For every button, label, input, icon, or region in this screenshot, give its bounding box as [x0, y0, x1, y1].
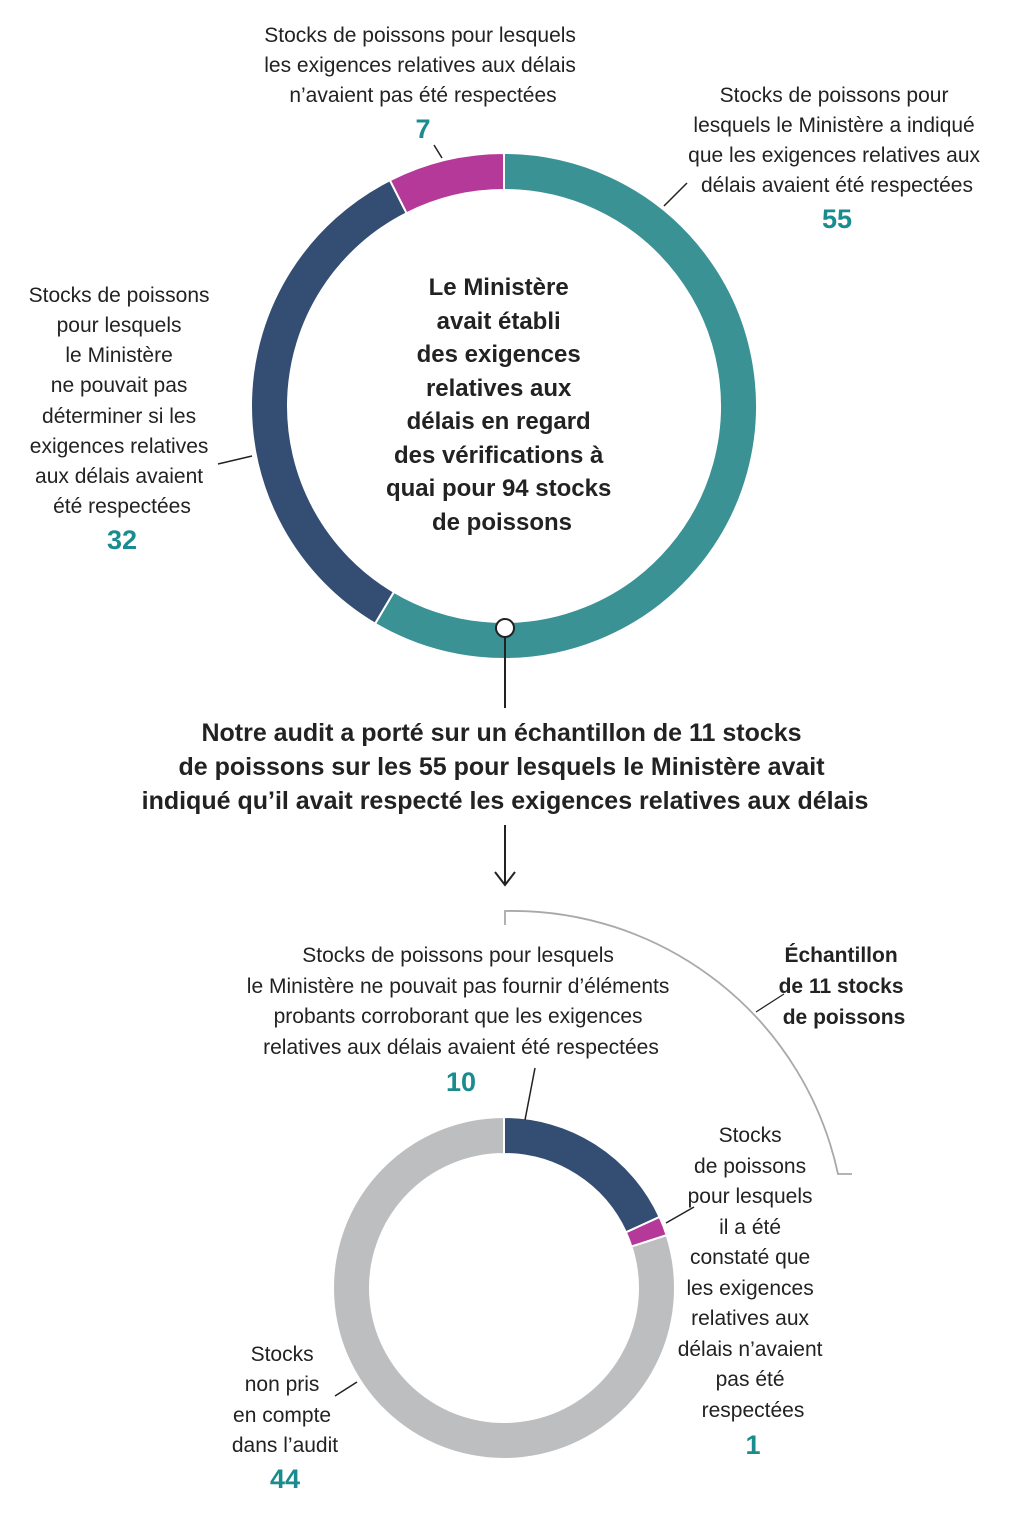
slice-value-7: 7	[415, 114, 430, 144]
center-label-line: quai pour 94 stocks	[386, 475, 611, 502]
leader-line	[433, 144, 443, 159]
center-label-line: des vérifications à	[394, 442, 604, 469]
slice-label-not-respected-sample: Stocks de poissons pour lesquels il a ét…	[678, 1124, 829, 1422]
donut-slice-7	[388, 151, 505, 215]
leader-line	[524, 1067, 536, 1121]
leader-line	[663, 182, 688, 207]
slice-label-not-respected: Stocks de poissons pour lesquels les exi…	[264, 24, 582, 107]
center-label-line: des exigences	[417, 341, 581, 368]
center-label-line: relatives aux	[426, 375, 572, 402]
slice-label-respected: Stocks de poissons pour lesquels le Mini…	[688, 84, 986, 197]
slice-value-1: 1	[745, 1430, 760, 1460]
donut-chart-top	[250, 151, 758, 660]
center-label-line: Le Ministère	[429, 274, 569, 301]
slice-value-44: 44	[270, 1464, 300, 1494]
connector-dot	[495, 618, 515, 638]
down-arrow-icon	[494, 825, 516, 887]
slice-value-10: 10	[446, 1067, 476, 1097]
slice-label-no-evidence: Stocks de poissons pour lesquels le Mini…	[247, 944, 675, 1059]
center-label-line: de poissons	[432, 509, 572, 536]
donut-slice-10	[503, 1115, 661, 1234]
slice-label-undetermined: Stocks de poissons pour lesquels le Mini…	[29, 284, 216, 518]
leader-line	[334, 1381, 358, 1397]
center-label-line: avait établi	[437, 308, 561, 335]
slice-value-55: 55	[822, 204, 852, 234]
slice-label-excluded: Stocks non pris en compte dans l’audit	[232, 1343, 338, 1457]
donut-center-label: Le Ministère avait établi des exigences …	[386, 274, 618, 536]
center-label-line: délais en regard	[407, 408, 591, 435]
donut-slice-44	[332, 1115, 676, 1460]
leader-line	[217, 455, 253, 465]
donut-chart-bottom	[332, 1115, 676, 1460]
donut-slice-55	[373, 151, 758, 660]
donut-slice-32	[250, 178, 408, 626]
slice-value-32: 32	[107, 525, 137, 555]
audit-statement: Notre audit a porté sur un échantillon d…	[142, 719, 869, 815]
leader-line	[755, 993, 785, 1013]
leader-line	[665, 1206, 695, 1224]
sample-bracket	[504, 910, 852, 1175]
sample-bracket-label: Échantillon de 11 stocks de poissons	[779, 944, 910, 1029]
